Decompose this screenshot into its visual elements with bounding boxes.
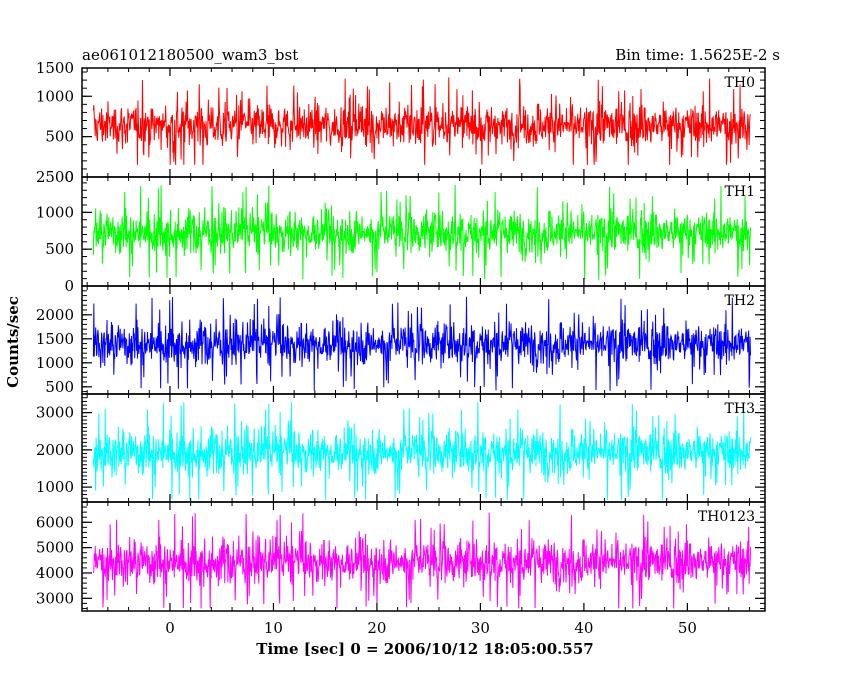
x-tick-label: 0	[165, 619, 175, 637]
channel-label-th1: TH1	[725, 184, 755, 200]
panel-th3: 1000 2000 3000 TH3	[36, 393, 766, 503]
y-tick-label-edge: 1500	[36, 59, 74, 77]
y-tick-label: 500	[45, 378, 74, 396]
series-line-th3	[92, 402, 752, 501]
chart-title-left: ae061012180500_wam3_bst	[82, 46, 298, 64]
y-tick-label: 5000	[36, 539, 74, 557]
y-axis-title: Counts/sec	[4, 296, 22, 388]
x-tick-label: 10	[264, 619, 283, 637]
y-tick-label: 1000	[36, 354, 74, 372]
y-tick-label: 3000	[36, 589, 74, 607]
channel-label-th2: TH2	[725, 293, 755, 309]
y-tick-label-edge: 2500	[36, 168, 74, 186]
y-tick-label-edge: 0	[64, 277, 74, 295]
x-tick-label: 30	[471, 619, 490, 637]
x-axis-title: Time [sec] 0 = 2006/10/12 18:05:00.557	[256, 640, 593, 658]
y-tick-label: 1500	[36, 330, 74, 348]
x-tick-label: 50	[678, 619, 697, 637]
y-tick-label: 1000	[36, 478, 74, 496]
channel-label-th3: TH3	[725, 401, 755, 417]
panel-th0123: 3000 4000 5000 6000 TH0123	[36, 501, 766, 612]
panel-frame	[81, 501, 766, 612]
y-tick-label: 2000	[36, 306, 74, 324]
panels-group: 500100015000TH0500100025000TH15001000150…	[36, 59, 766, 612]
y-tick-label: 1000	[36, 87, 74, 105]
y-tick-label: 4000	[36, 564, 74, 582]
y-tick-label-edge: 0	[64, 168, 74, 186]
panel-th2: 500 1000 1500 2000 TH2	[36, 285, 766, 396]
y-tick-label: 3000	[36, 404, 74, 422]
y-tick-label: 1000	[36, 203, 74, 221]
series-line-th1	[92, 184, 752, 280]
panel-th0: 500 1000 1500 0 TH0	[36, 59, 766, 186]
x-tick-label: 40	[574, 619, 593, 637]
x-axis: 0 10 20 30 40 50	[165, 619, 697, 637]
series-line-th0	[92, 77, 751, 165]
channel-label-th0: TH0	[725, 75, 755, 91]
y-tick-label: 6000	[36, 513, 74, 531]
y-tick-label: 2000	[36, 441, 74, 459]
y-tick-label: 500	[45, 240, 74, 258]
x-tick-label: 20	[367, 619, 386, 637]
channel-label-th0123: TH0123	[698, 509, 755, 525]
bin-time-label: Bin time: 1.5625E-2 s	[615, 46, 780, 64]
y-tick-label: 500	[45, 128, 74, 146]
series-line-th2	[92, 296, 752, 391]
series-line-th0123	[92, 512, 752, 609]
